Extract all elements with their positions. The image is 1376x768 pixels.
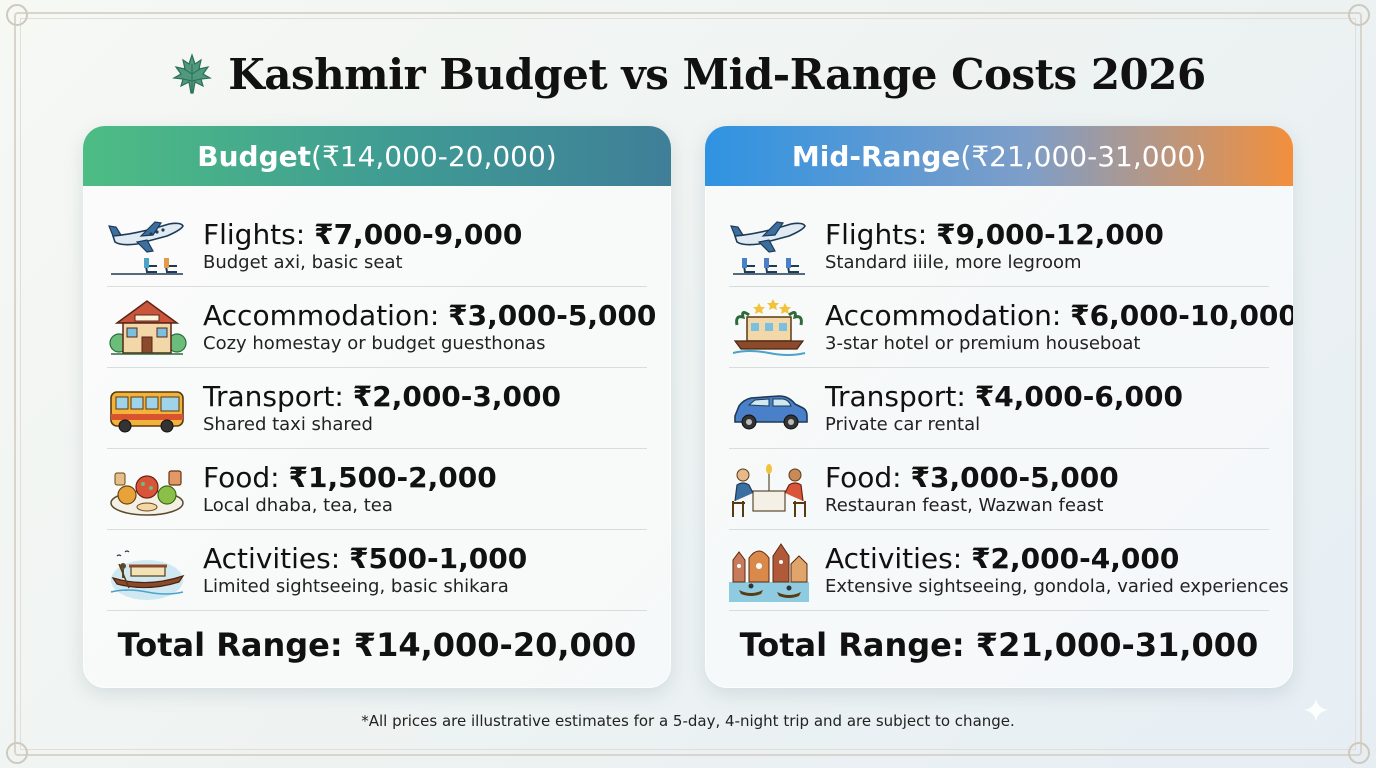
car-icon xyxy=(734,395,808,430)
cost-amount: ₹6,000-10,000 xyxy=(1070,299,1293,332)
footnote: *All prices are illustrative estimates f… xyxy=(361,712,1015,730)
page-header: Kashmir Budget vs Mid-Range Costs 2026 xyxy=(0,44,1376,104)
budget-card-header: Budget (₹14,000-20,000) xyxy=(83,126,671,186)
sparkle-icon xyxy=(1304,698,1328,722)
frame-corner-ornament xyxy=(6,742,28,764)
cost-row-flights: Flights: ₹7,000-9,000 Budget axi, basic … xyxy=(107,206,647,287)
cost-amount: ₹3,000-5,000 xyxy=(448,299,657,332)
cost-label: Transport: xyxy=(203,380,353,413)
midrange-header-name: Mid-Range xyxy=(791,139,961,173)
bus-icon xyxy=(110,391,184,433)
total-amount: ₹21,000-31,000 xyxy=(975,626,1259,664)
total-amount: ₹14,000-20,000 xyxy=(353,626,637,664)
cost-label: Transport: xyxy=(825,380,975,413)
midrange-card-header: Mid-Range (₹21,000-31,000) xyxy=(705,126,1293,186)
homestay-house-icon xyxy=(109,300,187,355)
cost-row-food: Food: ₹1,500-2,000 Local dhaba, tea, tea xyxy=(107,449,647,530)
cost-amount: ₹7,000-9,000 xyxy=(314,218,523,251)
cost-description: Budget axi, basic seat xyxy=(203,252,403,273)
total-label: Total Range: xyxy=(739,626,976,664)
dining-couple-icon xyxy=(732,464,806,517)
maple-leaf-icon xyxy=(172,53,213,94)
cost-description: Extensive sightseeing, gondola, varied e… xyxy=(825,576,1289,597)
cost-description: 3-star hotel or premium houseboat xyxy=(825,333,1141,354)
cost-label: Accommodation: xyxy=(203,299,449,332)
cost-label: Activities: xyxy=(203,542,350,575)
total-label: Total Range: xyxy=(117,626,354,664)
shikara-boat-icon xyxy=(110,550,185,600)
cost-label: Flights: xyxy=(203,218,315,251)
midrange-header-range: (₹21,000-31,000) xyxy=(960,139,1207,173)
houseboat-hotel-icon xyxy=(732,299,806,356)
airplane-seats-icon xyxy=(108,221,184,275)
decorative-frame-inner xyxy=(20,18,1356,750)
cost-row-transport: Transport: ₹4,000-6,000 Private car rent… xyxy=(729,368,1269,449)
cost-label: Food: xyxy=(825,461,911,494)
midrange-total: Total Range: ₹21,000-31,000 xyxy=(705,626,1293,664)
frame-corner-ornament xyxy=(6,4,28,26)
cost-label: Accommodation: xyxy=(825,299,1071,332)
midrange-card: Mid-Range (₹21,000-31,000) Flights: ₹9,0… xyxy=(705,126,1293,688)
cost-amount: ₹4,000-6,000 xyxy=(974,380,1183,413)
cost-row-accommodation: Accommodation: ₹3,000-5,000 Cozy homesta… xyxy=(107,287,656,368)
airplane-seats-icon xyxy=(730,221,806,275)
cost-row-flights: Flights: ₹9,000-12,000 Standard iiile, m… xyxy=(729,206,1269,287)
cost-row-food: Food: ₹3,000-5,000 Restauran feast, Wazw… xyxy=(729,449,1269,530)
food-plates-icon xyxy=(110,470,184,516)
cost-amount: ₹500-1,000 xyxy=(349,542,528,575)
cost-row-activities: Activities: ₹2,000-4,000 Extensive sight… xyxy=(729,530,1289,611)
page-title: Kashmir Budget vs Mid-Range Costs 2026 xyxy=(228,49,1206,99)
budget-header-name: Budget xyxy=(197,139,312,173)
budget-card: Budget (₹14,000-20,000) Flights: ₹7,000-… xyxy=(83,126,671,688)
cost-label: Flights: xyxy=(825,218,937,251)
budget-total: Total Range: ₹14,000-20,000 xyxy=(83,626,671,664)
budget-header-range: (₹14,000-20,000) xyxy=(311,139,557,173)
cost-row-transport: Transport: ₹2,000-3,000 Shared taxi shar… xyxy=(107,368,647,449)
frame-corner-ornament xyxy=(1348,4,1370,26)
cost-label: Activities: xyxy=(825,542,972,575)
cost-amount: ₹2,000-3,000 xyxy=(352,380,561,413)
cost-description: Limited sightseeing, basic shikara xyxy=(203,576,509,597)
cost-description: Restauran feast, Wazwan feast xyxy=(825,495,1104,516)
cost-description: Cozy homestay or budget guesthonas xyxy=(203,333,546,354)
cost-label: Food: xyxy=(203,461,289,494)
cost-description: Local dhaba, tea, tea xyxy=(203,495,393,516)
cost-description: Standard iiile, more legroom xyxy=(825,252,1082,273)
cost-amount: ₹3,000-5,000 xyxy=(910,461,1119,494)
cost-amount: ₹9,000-12,000 xyxy=(936,218,1164,251)
decorative-frame xyxy=(14,12,1362,756)
cost-row-accommodation: Accommodation: ₹6,000-10,000 3-star hote… xyxy=(729,287,1293,368)
cost-row-activities: Activities: ₹500-1,000 Limited sightseei… xyxy=(107,530,647,611)
cost-amount: ₹2,000-4,000 xyxy=(971,542,1180,575)
cost-description: Shared taxi shared xyxy=(203,414,373,435)
frame-corner-ornament xyxy=(1348,742,1370,764)
landmarks-boats-icon xyxy=(729,543,809,602)
cost-amount: ₹1,500-2,000 xyxy=(288,461,497,494)
cost-description: Private car rental xyxy=(825,414,981,435)
